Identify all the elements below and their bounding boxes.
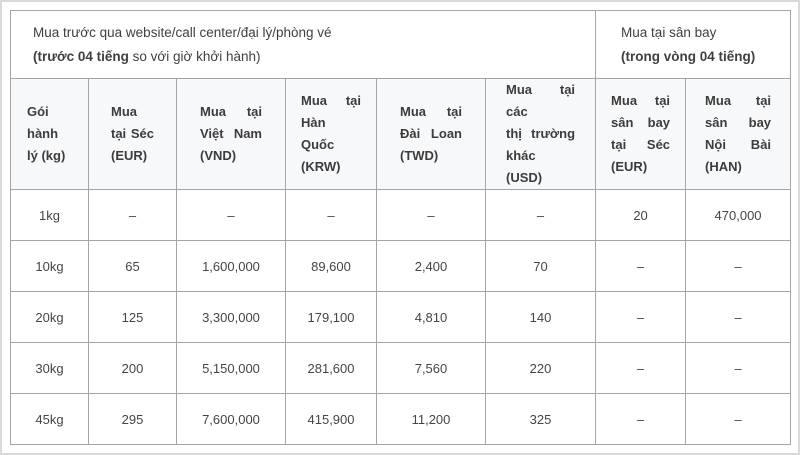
section-airport-purchase: Mua tại sân bay (trong vòng 04 tiếng) [595,10,792,79]
column-header-line: Mua tại [705,93,772,108]
column-header-line: Gói [27,104,49,119]
fee-cell: – [595,240,687,292]
column-header-czech-eur: Mua tại Séc (EUR) [88,78,177,190]
column-header-line: thị trường [506,126,576,141]
baggage-fee-table-container: Mua trước qua website/call center/đại lý… [9,10,792,445]
column-header-line: sân bay [611,115,671,130]
fee-cell: 11,200 [376,393,486,445]
fee-cell: 65 [88,240,177,292]
fee-cell: 7,560 [376,342,486,394]
column-header-korea-krw: Mua tại Hàn Quốc (KRW) [285,78,377,190]
column-header-package: Gói hành lý (kg) [10,78,89,190]
fee-cell: 89,600 [285,240,377,292]
column-header-line: Mua tại [301,93,361,108]
fee-cell: 3,300,000 [176,291,286,343]
column-header-line: tại Séc [111,126,154,141]
fee-cell: – [685,342,792,394]
column-header-airport-czech-eur: Mua tại sân bay tại Séc (EUR) [595,78,687,190]
fee-cell: – [376,189,486,241]
fee-cell: 200 [88,342,177,394]
column-header-line: Mua tại [400,104,462,119]
column-header-line: (EUR) [111,148,148,163]
package-cell: 20kg [10,291,89,343]
fee-cell: 125 [88,291,177,343]
column-header-line: Mua tại [611,93,671,108]
package-cell: 1kg [10,189,89,241]
column-header-line: (VND) [200,148,237,163]
fee-cell: 281,600 [285,342,377,394]
fee-cell: – [595,342,687,394]
column-header-line: (EUR) [611,159,648,174]
column-header-line: Hàn Quốc [301,115,335,152]
fee-cell: – [88,189,177,241]
fee-cell: – [685,393,792,445]
column-header-line: Mua tại các [506,82,576,119]
column-header-line: Nội Bài [705,137,772,152]
fee-cell: 220 [484,342,597,394]
column-header-line: sân bay [705,115,772,130]
column-header-line: (HAN) [705,159,742,174]
section-advance-line2-rest: so với giờ khởi hành) [128,48,261,64]
column-header-line: (USD) [506,170,543,185]
column-header-line: tại Séc [611,137,671,152]
column-header-line: khác [506,148,536,163]
table-row-45kg: 45kg 295 7,600,000 415,900 11,200 325 – … [10,393,792,445]
fee-cell: 470,000 [685,189,792,241]
column-header-line: lý (kg) [27,148,66,163]
fee-cell: 2,400 [376,240,486,292]
fee-cell: 140 [484,291,597,343]
table-row-30kg: 30kg 200 5,150,000 281,600 7,560 220 – – [10,342,792,394]
column-header-airport-noibai-han: Mua tại sân bay Nội Bài (HAN) [685,78,792,190]
table-row-10kg: 10kg 65 1,600,000 89,600 2,400 70 – – [10,240,792,292]
fee-cell: 5,150,000 [176,342,286,394]
fee-cell: 70 [484,240,597,292]
package-cell: 10kg [10,240,89,292]
fee-cell: – [685,291,792,343]
fee-cell: 179,100 [285,291,377,343]
fee-cell: 4,810 [376,291,486,343]
section-advance-line1: Mua trước qua website/call center/đại lý… [33,24,332,40]
baggage-fee-table: Mua trước qua website/call center/đại lý… [9,10,792,445]
fee-cell: – [484,189,597,241]
column-header-line: hành [27,126,59,141]
fee-cell: – [176,189,286,241]
column-header-row: Gói hành lý (kg) Mua tại Séc (EUR) Mua t… [10,78,792,190]
fee-cell: – [285,189,377,241]
fee-cell: 1,600,000 [176,240,286,292]
fee-cell: 415,900 [285,393,377,445]
fee-cell: 20 [595,189,687,241]
package-cell: 30kg [10,342,89,394]
fee-cell: – [595,291,687,343]
column-header-taiwan-twd: Mua tại Đài Loan (TWD) [376,78,486,190]
column-header-line: Mua [111,104,137,119]
column-header-line: Đài Loan [400,126,462,141]
fee-cell: – [685,240,792,292]
table-row-1kg: 1kg – – – – – 20 470,000 [10,189,792,241]
column-header-line: Việt Nam [200,126,262,141]
column-header-other-markets-usd: Mua tại các thị trường khác (USD) [484,78,597,190]
section-airport-line1: Mua tại sân bay [621,24,717,40]
table-row-20kg: 20kg 125 3,300,000 179,100 4,810 140 – – [10,291,792,343]
fee-cell: 325 [484,393,597,445]
column-header-line: Mua tại [200,104,262,119]
column-header-line: (TWD) [400,148,439,163]
fee-cell: 295 [88,393,177,445]
section-advance-purchase: Mua trước qua website/call center/đại lý… [9,10,597,79]
section-advance-line2: (trước 04 tiếng so với giờ khởi hành) [33,45,585,69]
column-header-vietnam-vnd: Mua tại Việt Nam (VND) [176,78,286,190]
fee-cell: – [595,393,687,445]
section-advance-line2-bold: (trước 04 tiếng [33,48,129,64]
package-cell: 45kg [10,393,89,445]
section-header-row: Mua trước qua website/call center/đại lý… [9,10,792,79]
fee-cell: 7,600,000 [176,393,286,445]
column-header-line: (KRW) [301,159,341,174]
section-airport-line2: (trong vòng 04 tiếng) [621,48,756,64]
